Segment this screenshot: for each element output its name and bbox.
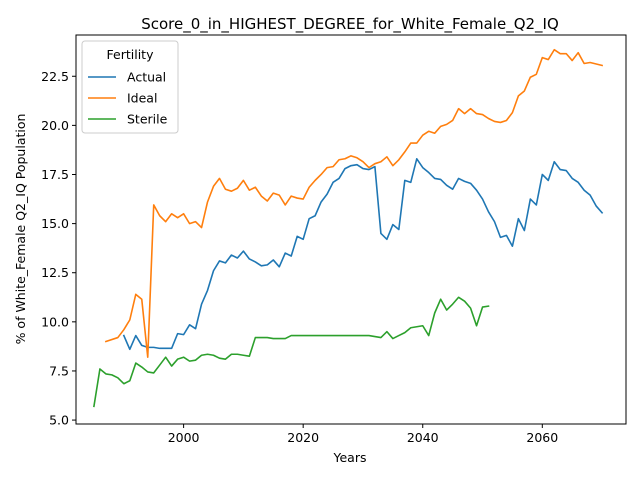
x-tick-label: 2040 [407, 430, 439, 445]
y-tick-label: 10.0 [41, 314, 69, 329]
x-tick-label: 2000 [168, 430, 200, 445]
y-tick-label: 12.5 [41, 265, 69, 280]
y-tick-label: 20.0 [41, 118, 69, 133]
series-line-sterile [93, 296, 490, 408]
y-axis: 5.0 7.5 10.0 12.5 15.0 17.5 20.0 22.5 [41, 69, 76, 428]
y-tick-label: 15.0 [41, 216, 69, 231]
legend: Fertility Actual Ideal Sterile [81, 40, 179, 134]
x-axis-label: Years [333, 450, 367, 465]
plot-frame [75, 34, 627, 425]
y-tick-label: 7.5 [49, 363, 69, 378]
x-axis: 2000 2020 2040 2060 [168, 424, 558, 445]
legend-title: Fertility [107, 47, 155, 62]
y-tick-label: 22.5 [41, 69, 69, 84]
y-tick-label: 17.5 [41, 167, 69, 182]
chart-title: Score_0_in_HIGHEST_DEGREE_for_White_Fema… [141, 15, 559, 34]
y-tick-label: 5.0 [49, 413, 69, 428]
legend-label-sterile: Sterile [127, 112, 168, 127]
legend-label-ideal: Ideal [127, 91, 157, 106]
y-axis-label: % of White_Female Q2_IQ Population [13, 114, 28, 345]
series-layer [93, 48, 604, 408]
legend-box [81, 40, 179, 134]
series-line-actual [122, 157, 604, 351]
x-tick-label: 2060 [526, 430, 558, 445]
legend-label-actual: Actual [127, 70, 166, 85]
series-line-ideal [104, 48, 604, 359]
x-tick-label: 2020 [287, 430, 319, 445]
